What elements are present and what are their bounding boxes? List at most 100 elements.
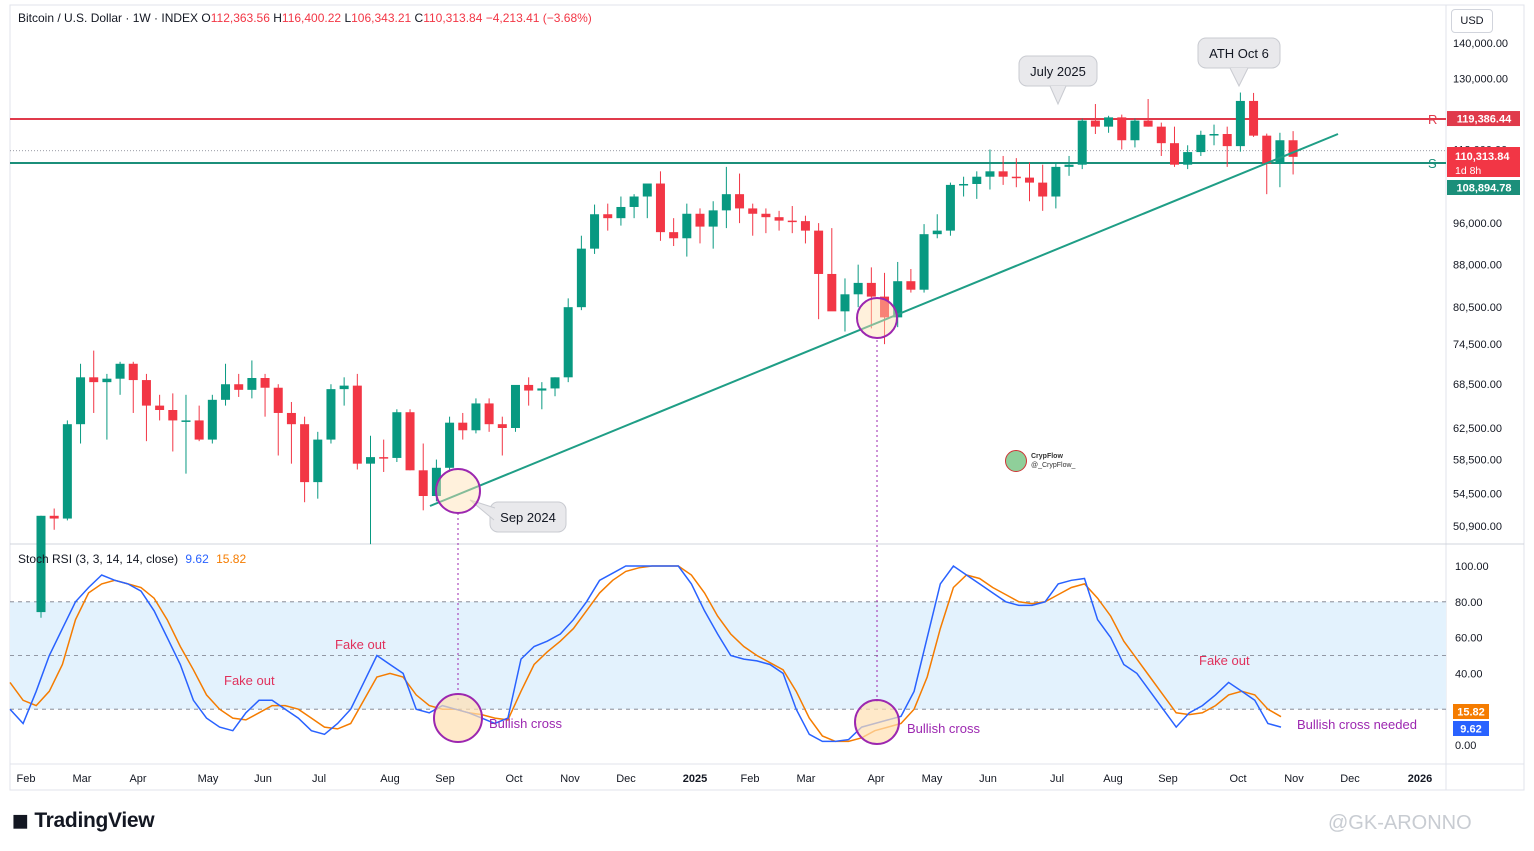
candle-body (405, 412, 415, 471)
open-value: 112,363.56 (210, 11, 270, 25)
stoch-rsi-band (10, 601, 1446, 710)
currency-selector[interactable]: USD (1451, 9, 1493, 33)
bullish-cross-label-1: Bullish cross (489, 716, 562, 731)
time-tick-label: Feb (741, 773, 760, 785)
change-value: −4,213.41 (−3.68%) (485, 11, 592, 25)
price-tick-label: 140,000.00 (1453, 38, 1508, 50)
stoch-rsi-header[interactable]: Stoch RSI (3, 3, 14, 14, close) 9.62 15.… (18, 552, 246, 566)
candle-body (985, 171, 995, 177)
time-tick-label: Feb (17, 773, 36, 785)
candle-body (89, 377, 99, 383)
time-tick-label: Apr (867, 773, 884, 785)
candle-body (550, 377, 560, 389)
candle-body (537, 388, 547, 391)
time-tick-label: Sep (1158, 773, 1178, 785)
last-price-label-bg (1447, 147, 1520, 177)
callout-sep-2024: Sep 2024 (500, 510, 556, 525)
bullish-cross-circle-2 (854, 699, 900, 745)
rsi-k-label-bg (1453, 721, 1489, 736)
candle-body (590, 214, 600, 249)
candle-body (655, 183, 665, 233)
resistance-price-label: 119,386.44 (1457, 114, 1512, 126)
high-value: 116,400.22 (281, 11, 342, 25)
candle-body (1143, 120, 1153, 127)
rsi-tick-label: 80.00 (1455, 597, 1483, 609)
candle-body (392, 412, 402, 458)
candle-body (1222, 134, 1232, 147)
author-badge: CrypFlow @_CrypFlow_ (1005, 450, 1075, 472)
candle-body (155, 405, 165, 411)
candle-body (761, 213, 771, 218)
candle-body (1117, 117, 1127, 141)
sep-2024-circle (435, 468, 481, 514)
candle-body (787, 220, 797, 223)
candle-body (313, 439, 323, 483)
candle-body (352, 385, 362, 464)
candle-body (339, 385, 349, 390)
candle-body (76, 377, 86, 425)
candle-body (510, 384, 520, 428)
candle-body (484, 403, 494, 425)
candle-body (524, 384, 534, 391)
price-tick-label: 74,500.00 (1453, 339, 1502, 351)
candle-body (1077, 120, 1087, 165)
time-tick-label: Oct (1229, 773, 1246, 785)
tradingview-logo[interactable]: ◼ TradingView (12, 809, 155, 832)
candle-body (234, 384, 244, 390)
candle-body (194, 420, 204, 440)
time-tick-label: 2026 (1408, 773, 1432, 785)
price-tick-label: 68,500.00 (1453, 379, 1502, 391)
candle-body (1262, 135, 1272, 164)
candle-body (273, 387, 283, 413)
candle-body (1169, 143, 1179, 165)
time-tick-label: Dec (1340, 773, 1360, 785)
candle-body (300, 424, 310, 483)
countdown-label: 1d 8h (1455, 165, 1481, 177)
candle-body (1183, 152, 1193, 165)
symbol-title[interactable]: Bitcoin / U.S. Dollar · 1W · INDEX (18, 11, 199, 25)
support-price-label: 108,894.78 (1456, 183, 1511, 195)
support-price-label-bg (1447, 180, 1520, 195)
callout-ath-oct-6-pointer (1229, 67, 1249, 88)
candle-body (735, 194, 745, 209)
close-value: 110,313.84 (423, 11, 483, 25)
bullish-cross-needed-label: Bullish cross needed (1297, 717, 1417, 732)
time-tick-label: Nov (560, 773, 580, 785)
candle-body (62, 424, 72, 519)
candle-body (458, 422, 468, 431)
rsi-d-label: 15.82 (1457, 707, 1485, 719)
price-tick-label: 62,500.00 (1453, 423, 1502, 435)
time-tick-label: Aug (1103, 773, 1123, 785)
candle-body (682, 213, 692, 239)
time-tick-label: Nov (1284, 773, 1304, 785)
candle-body (866, 282, 876, 297)
candle-body (721, 194, 731, 211)
candle-body (418, 470, 428, 497)
candle-body (629, 196, 639, 207)
author-avatar (1005, 450, 1027, 472)
fake-out-label-1: Fake out (224, 673, 275, 688)
price-tick-label: 58,500.00 (1453, 455, 1502, 467)
stoch-k-line (9, 564, 1282, 743)
rsi-tick-label: 40.00 (1455, 668, 1483, 680)
candle-body (1288, 140, 1298, 157)
price-tick-label: 130,000.00 (1453, 73, 1508, 85)
chart-frame (9, 4, 1525, 791)
candle-body (128, 363, 138, 381)
time-tick-label: Jul (1050, 773, 1064, 785)
candle-body (669, 232, 679, 239)
stoch-d-value: 15.82 (216, 552, 247, 566)
candle-body (919, 234, 929, 290)
rsi-d-label-bg (1453, 704, 1489, 719)
price-tick-label: 50,900.00 (1453, 521, 1502, 533)
candle-body (932, 230, 942, 235)
candle-body (1104, 117, 1114, 127)
price-tick-label: 88,000.00 (1453, 260, 1502, 272)
time-tick-label: Dec (616, 773, 636, 785)
tradingview-mark-icon: ◼ (12, 810, 29, 832)
resistance-tag: R (1428, 112, 1437, 127)
candle-body (431, 467, 441, 497)
rsi-k-label: 9.62 (1460, 724, 1481, 736)
candle-body (1051, 166, 1061, 197)
